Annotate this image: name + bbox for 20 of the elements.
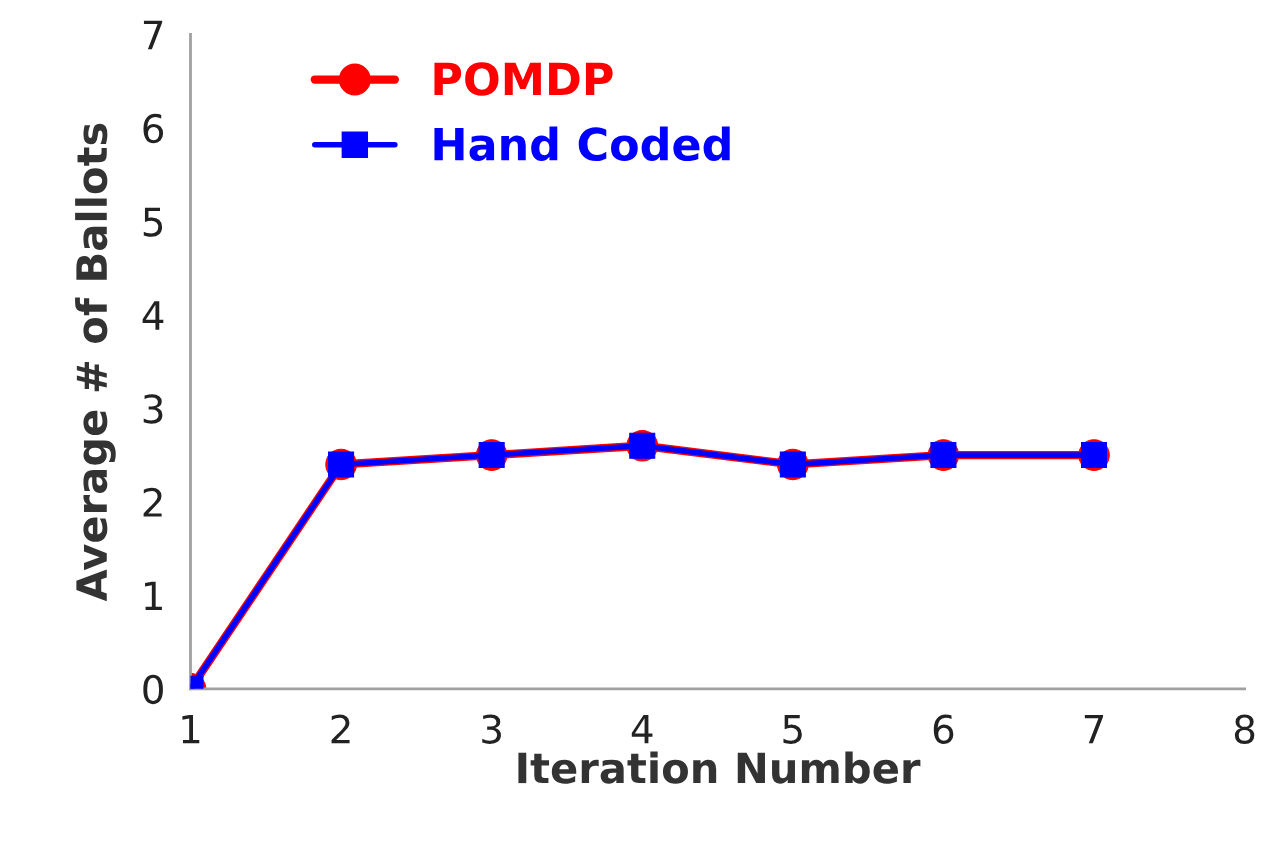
y-tick-label: 5 — [143, 207, 163, 237]
y-axis-title: Average # of Ballots — [75, 123, 116, 602]
x-tick-label: 2 — [331, 714, 350, 744]
x-tick-label: 3 — [482, 714, 501, 744]
y-tick-label: 4 — [142, 301, 164, 330]
x-tick-label: 1 — [182, 715, 200, 744]
y-tick-label: 6 — [143, 113, 164, 144]
y-tick-label: 3 — [143, 394, 163, 424]
x-tick-label: 7 — [1084, 715, 1104, 744]
x-tick-label: 5 — [783, 715, 802, 744]
y-tick-label: 1 — [145, 581, 162, 611]
legend-label: POMDP — [434, 62, 613, 96]
x-tick-label: 8 — [1234, 714, 1255, 744]
x-tick-label: 4 — [631, 715, 653, 744]
y-tick-label: 2 — [143, 487, 162, 517]
y-tick-label: 7 — [143, 20, 163, 50]
y-tick-label: 0 — [143, 674, 163, 705]
legend-label: Hand Coded — [434, 126, 730, 161]
x-tick-label: 6 — [933, 714, 954, 744]
x-axis-title: Iteration Number — [518, 751, 921, 784]
